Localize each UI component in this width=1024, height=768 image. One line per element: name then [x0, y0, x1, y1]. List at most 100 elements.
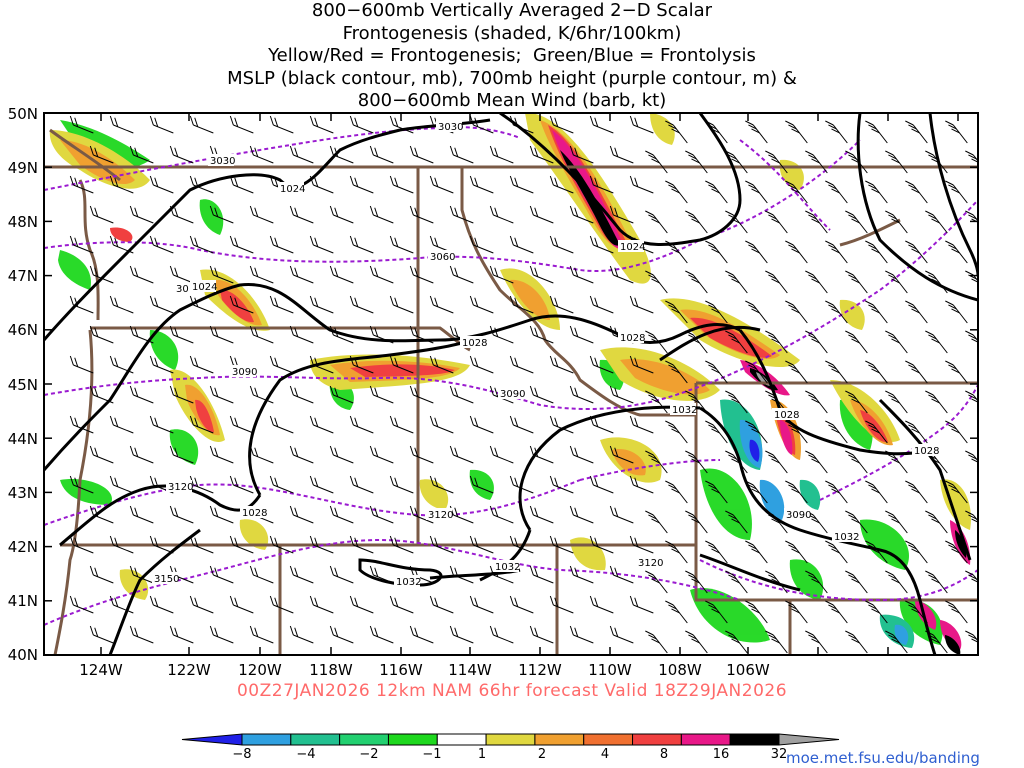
height-label: 3120 [166, 480, 193, 493]
mslp-label: 1028 [618, 331, 645, 344]
lon-label: 120W [238, 661, 282, 679]
colorbar-label: 8 [660, 747, 668, 762]
wind-barb [529, 385, 554, 404]
wind-barb [645, 450, 668, 474]
wind-barb [329, 565, 354, 584]
wind-barb [865, 420, 888, 444]
wind-barb [469, 295, 494, 314]
wind-barb [845, 210, 868, 234]
wind-barb [229, 235, 254, 254]
title-line-1: 800−600mb Vertically Averaged 2−D Scalar [311, 0, 713, 21]
wind-barb [725, 450, 748, 474]
wind-barb [965, 570, 978, 583]
wind-barb [249, 145, 274, 164]
colorbar-labels: −8 −4 −2 −1 1 2 4 8 16 32 [232, 747, 787, 762]
wind-barb [685, 450, 708, 474]
wind-barb [529, 145, 554, 164]
svg-text:1028: 1028 [620, 333, 645, 344]
height-label: 3060 [428, 250, 455, 263]
wind-barb [725, 210, 748, 234]
wind-barb [885, 510, 908, 534]
wind-barb [309, 595, 334, 614]
wind-barb [825, 360, 848, 384]
colorbar-swatch [387, 733, 438, 746]
mslp-label: 1028 [240, 506, 267, 519]
wind-barb [609, 565, 634, 584]
wind-barb [569, 625, 594, 644]
wind-barb [725, 330, 748, 354]
wind-barb [665, 540, 688, 564]
wind-barb [369, 625, 394, 644]
wind-barb [469, 235, 494, 254]
wind-barb [725, 150, 748, 174]
svg-text:1028: 1028 [774, 410, 799, 421]
wind-barb [965, 630, 978, 643]
wind-barb [289, 205, 314, 224]
svg-text:1024: 1024 [620, 242, 645, 253]
svg-text:1028: 1028 [242, 508, 267, 519]
wind-barb [89, 145, 114, 164]
wind-barb [589, 475, 614, 494]
svg-text:1024: 1024 [192, 282, 217, 293]
wind-barb [905, 360, 928, 384]
wind-barb [129, 265, 154, 284]
wind-barb [409, 445, 434, 464]
wind-barb [169, 445, 194, 464]
svg-text:3090: 3090 [786, 510, 811, 521]
svg-text:30: 30 [176, 284, 189, 295]
wind-barb [529, 445, 554, 464]
wind-barb [925, 270, 948, 294]
wind-barb [905, 120, 928, 144]
colorbar-swatch [680, 733, 731, 746]
wind-barb [865, 480, 888, 504]
lon-label: 122W [167, 661, 211, 679]
wind-barb [389, 355, 414, 374]
wind-barb [865, 300, 888, 324]
wind-barb [169, 145, 194, 164]
wind-barb [429, 535, 454, 554]
wind-barb [805, 570, 828, 594]
wind-barb [629, 175, 654, 194]
mslp-label: 1032 [493, 560, 520, 573]
wind-barb [69, 175, 94, 194]
mslp-label: 1024 [190, 280, 217, 293]
wind-barb [89, 625, 114, 644]
wind-barb [705, 480, 728, 504]
wind-barb [685, 630, 708, 654]
wind-barb [229, 595, 254, 614]
wind-barb [549, 595, 574, 614]
wind-barb [269, 115, 294, 134]
wind-barb [249, 265, 274, 284]
wind-barb [409, 265, 434, 284]
wind-barb [765, 630, 788, 654]
wind-barb [645, 150, 668, 174]
wind-barb [289, 505, 314, 524]
wind-barb [89, 385, 114, 404]
lon-label: 108W [658, 661, 702, 679]
wind-barb [149, 535, 174, 554]
wind-barb [149, 355, 174, 374]
wind-barb [169, 505, 194, 524]
wind-barb [549, 115, 574, 134]
wind-barb [705, 240, 728, 264]
wind-barb [745, 420, 768, 444]
wind-barb [609, 265, 634, 284]
colorbar-swatch [583, 733, 634, 746]
wind-barb [765, 570, 788, 594]
wind-barb [109, 355, 134, 374]
wind-barb [569, 145, 594, 164]
svg-text:3150: 3150 [154, 574, 179, 585]
wind-barb [69, 415, 94, 434]
wind-barb [249, 625, 274, 644]
wind-barb [609, 145, 634, 164]
wind-barb [745, 600, 768, 624]
wind-barb [109, 175, 134, 194]
svg-text:1028: 1028 [914, 446, 939, 457]
wind-barb [189, 415, 214, 434]
colorbar-arrow-high [778, 733, 840, 746]
wind-barb [129, 205, 154, 224]
wind-barb [569, 505, 594, 524]
wind-barb [269, 235, 294, 254]
wind-barb [349, 415, 374, 434]
lat-label: 48N [8, 213, 38, 231]
